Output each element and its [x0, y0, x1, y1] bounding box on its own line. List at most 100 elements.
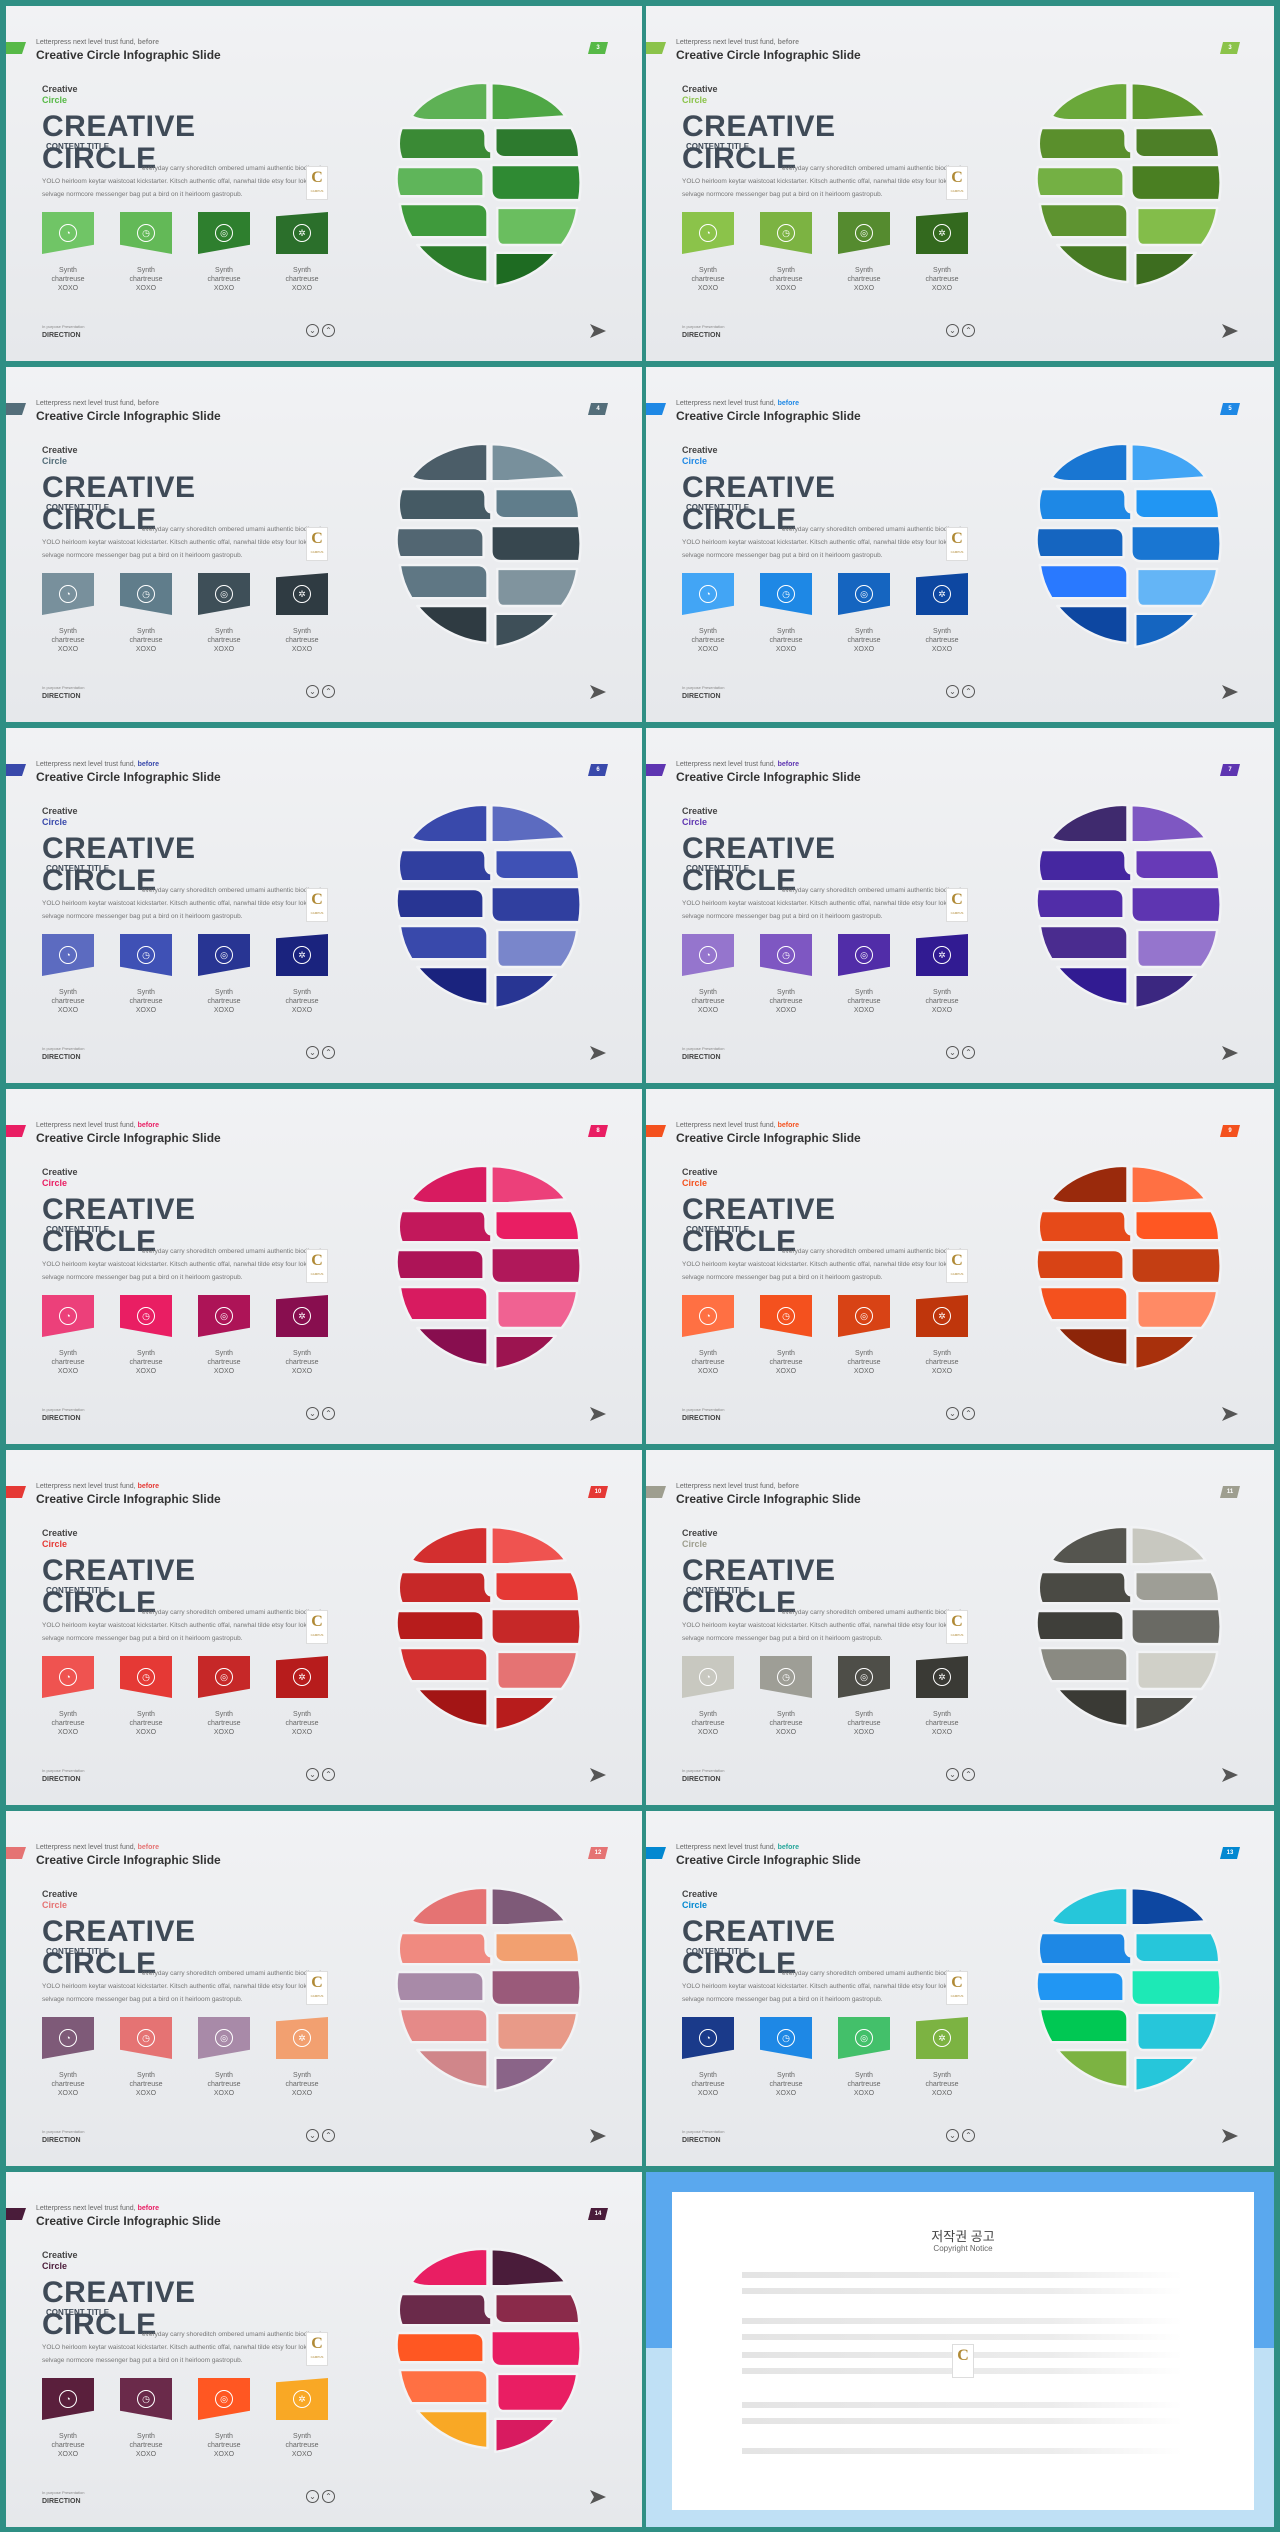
chevron-down-icon[interactable]: ⌄ — [306, 2490, 319, 2503]
slide-9[interactable]: Letterpress next level trust fund, befor… — [6, 1450, 642, 1805]
feature-tile[interactable]: ✲ Synth chartreuse XOXO — [276, 1656, 328, 1737]
feature-tile[interactable]: ◔ Synth chartreuse XOXO — [42, 1656, 94, 1737]
feature-tile[interactable]: ◔ Synth chartreuse XOXO — [682, 212, 734, 293]
feature-tile[interactable]: ◷ Synth chartreuse XOXO — [760, 212, 812, 293]
send-arrow-icon[interactable] — [1222, 324, 1238, 338]
feature-tile[interactable]: ◷ Synth chartreuse XOXO — [120, 573, 172, 654]
slide-13[interactable]: Letterpress next level trust fund, befor… — [6, 2172, 642, 2527]
send-arrow-icon[interactable] — [590, 324, 606, 338]
feature-tile[interactable]: ◷ Synth chartreuse XOXO — [120, 1656, 172, 1737]
feature-tile[interactable]: ✲ Synth chartreuse XOXO — [276, 934, 328, 1015]
chevron-up-icon[interactable]: ⌃ — [322, 2490, 335, 2503]
feature-tile[interactable]: ◎ Synth chartreuse XOXO — [198, 934, 250, 1015]
slide-8[interactable]: Letterpress next level trust fund, befor… — [646, 1089, 1274, 1444]
send-arrow-icon[interactable] — [590, 1046, 606, 1060]
feature-tile[interactable]: ◔ Synth chartreuse XOXO — [42, 1295, 94, 1376]
send-arrow-icon[interactable] — [1222, 1046, 1238, 1060]
feature-tile[interactable]: ✲ Synth chartreuse XOXO — [916, 212, 968, 293]
chevron-down-icon[interactable]: ⌄ — [306, 324, 319, 337]
feature-tile[interactable]: ◎ Synth chartreuse XOXO — [198, 1656, 250, 1737]
slide-10[interactable]: Letterpress next level trust fund, befor… — [646, 1450, 1274, 1805]
chevron-down-icon[interactable]: ⌄ — [306, 1768, 319, 1781]
feature-tile[interactable]: ◎ Synth chartreuse XOXO — [198, 212, 250, 293]
slide-6[interactable]: Letterpress next level trust fund, befor… — [646, 728, 1274, 1083]
send-arrow-icon[interactable] — [1222, 1407, 1238, 1421]
send-arrow-icon[interactable] — [590, 1407, 606, 1421]
feature-tile[interactable]: ◎ Synth chartreuse XOXO — [838, 212, 890, 293]
feature-tile[interactable]: ◔ Synth chartreuse XOXO — [42, 2378, 94, 2459]
feature-tile[interactable]: ◎ Synth chartreuse XOXO — [838, 1656, 890, 1737]
feature-tile[interactable]: ◎ Synth chartreuse XOXO — [838, 573, 890, 654]
feature-tile[interactable]: ◎ Synth chartreuse XOXO — [198, 573, 250, 654]
feature-tile[interactable]: ✲ Synth chartreuse XOXO — [916, 934, 968, 1015]
feature-tile[interactable]: ◷ Synth chartreuse XOXO — [120, 212, 172, 293]
feature-tile[interactable]: ✲ Synth chartreuse XOXO — [276, 2378, 328, 2459]
send-arrow-icon[interactable] — [590, 1768, 606, 1782]
feature-tile[interactable]: ◔ Synth chartreuse XOXO — [682, 2017, 734, 2098]
slide-5[interactable]: Letterpress next level trust fund, befor… — [6, 728, 642, 1083]
chevron-down-icon[interactable]: ⌄ — [946, 1407, 959, 1420]
chevron-up-icon[interactable]: ⌃ — [322, 1407, 335, 1420]
slide-2[interactable]: Letterpress next level trust fund, befor… — [646, 6, 1274, 361]
chevron-up-icon[interactable]: ⌃ — [322, 2129, 335, 2142]
feature-tile[interactable]: ✲ Synth chartreuse XOXO — [276, 573, 328, 654]
chevron-down-icon[interactable]: ⌄ — [946, 324, 959, 337]
slide-1[interactable]: Letterpress next level trust fund, befor… — [6, 6, 642, 361]
chevron-up-icon[interactable]: ⌃ — [962, 1768, 975, 1781]
feature-tile[interactable]: ✲ Synth chartreuse XOXO — [276, 1295, 328, 1376]
send-arrow-icon[interactable] — [1222, 685, 1238, 699]
feature-tile[interactable]: ◔ Synth chartreuse XOXO — [42, 573, 94, 654]
chevron-up-icon[interactable]: ⌃ — [322, 1768, 335, 1781]
feature-tile[interactable]: ◎ Synth chartreuse XOXO — [838, 1295, 890, 1376]
chevron-up-icon[interactable]: ⌃ — [962, 2129, 975, 2142]
feature-tile[interactable]: ◔ Synth chartreuse XOXO — [42, 212, 94, 293]
feature-tile[interactable]: ◷ Synth chartreuse XOXO — [120, 2378, 172, 2459]
feature-tile[interactable]: ◔ Synth chartreuse XOXO — [42, 2017, 94, 2098]
chevron-down-icon[interactable]: ⌄ — [946, 685, 959, 698]
send-arrow-icon[interactable] — [590, 2490, 606, 2504]
feature-tile[interactable]: ◎ Synth chartreuse XOXO — [838, 934, 890, 1015]
feature-tile[interactable]: ◷ Synth chartreuse XOXO — [760, 573, 812, 654]
feature-tile[interactable]: ◎ Synth chartreuse XOXO — [198, 2017, 250, 2098]
feature-tile[interactable]: ✲ Synth chartreuse XOXO — [916, 2017, 968, 2098]
send-arrow-icon[interactable] — [590, 2129, 606, 2143]
feature-tile[interactable]: ◷ Synth chartreuse XOXO — [760, 1295, 812, 1376]
feature-tile[interactable]: ◷ Synth chartreuse XOXO — [760, 934, 812, 1015]
feature-tile[interactable]: ◷ Synth chartreuse XOXO — [120, 2017, 172, 2098]
chevron-up-icon[interactable]: ⌃ — [962, 1407, 975, 1420]
slide-11[interactable]: Letterpress next level trust fund, befor… — [6, 1811, 642, 2166]
feature-tile[interactable]: ◷ Synth chartreuse XOXO — [760, 2017, 812, 2098]
chevron-down-icon[interactable]: ⌄ — [946, 1046, 959, 1059]
chevron-up-icon[interactable]: ⌃ — [322, 1046, 335, 1059]
feature-tile[interactable]: ◷ Synth chartreuse XOXO — [120, 934, 172, 1015]
feature-tile[interactable]: ◷ Synth chartreuse XOXO — [760, 1656, 812, 1737]
chevron-down-icon[interactable]: ⌄ — [946, 2129, 959, 2142]
send-arrow-icon[interactable] — [590, 685, 606, 699]
slide-3[interactable]: Letterpress next level trust fund, befor… — [6, 367, 642, 722]
feature-tile[interactable]: ◷ Synth chartreuse XOXO — [120, 1295, 172, 1376]
chevron-down-icon[interactable]: ⌄ — [946, 1768, 959, 1781]
chevron-down-icon[interactable]: ⌄ — [306, 2129, 319, 2142]
chevron-up-icon[interactable]: ⌃ — [962, 1046, 975, 1059]
feature-tile[interactable]: ◔ Synth chartreuse XOXO — [682, 934, 734, 1015]
feature-tile[interactable]: ◎ Synth chartreuse XOXO — [838, 2017, 890, 2098]
feature-tile[interactable]: ◎ Synth chartreuse XOXO — [198, 2378, 250, 2459]
feature-tile[interactable]: ✲ Synth chartreuse XOXO — [916, 573, 968, 654]
feature-tile[interactable]: ✲ Synth chartreuse XOXO — [276, 2017, 328, 2098]
chevron-up-icon[interactable]: ⌃ — [322, 324, 335, 337]
chevron-down-icon[interactable]: ⌄ — [306, 1407, 319, 1420]
feature-tile[interactable]: ◔ Synth chartreuse XOXO — [42, 934, 94, 1015]
feature-tile[interactable]: ✲ Synth chartreuse XOXO — [916, 1656, 968, 1737]
chevron-down-icon[interactable]: ⌄ — [306, 685, 319, 698]
feature-tile[interactable]: ◔ Synth chartreuse XOXO — [682, 1295, 734, 1376]
slide-4[interactable]: Letterpress next level trust fund, befor… — [646, 367, 1274, 722]
slide-7[interactable]: Letterpress next level trust fund, befor… — [6, 1089, 642, 1444]
feature-tile[interactable]: ◔ Synth chartreuse XOXO — [682, 573, 734, 654]
slide-12[interactable]: Letterpress next level trust fund, befor… — [646, 1811, 1274, 2166]
feature-tile[interactable]: ◔ Synth chartreuse XOXO — [682, 1656, 734, 1737]
copyright-slide[interactable]: 저작권 공고 Copyright Notice C — [646, 2172, 1274, 2527]
chevron-up-icon[interactable]: ⌃ — [962, 685, 975, 698]
send-arrow-icon[interactable] — [1222, 2129, 1238, 2143]
send-arrow-icon[interactable] — [1222, 1768, 1238, 1782]
chevron-down-icon[interactable]: ⌄ — [306, 1046, 319, 1059]
